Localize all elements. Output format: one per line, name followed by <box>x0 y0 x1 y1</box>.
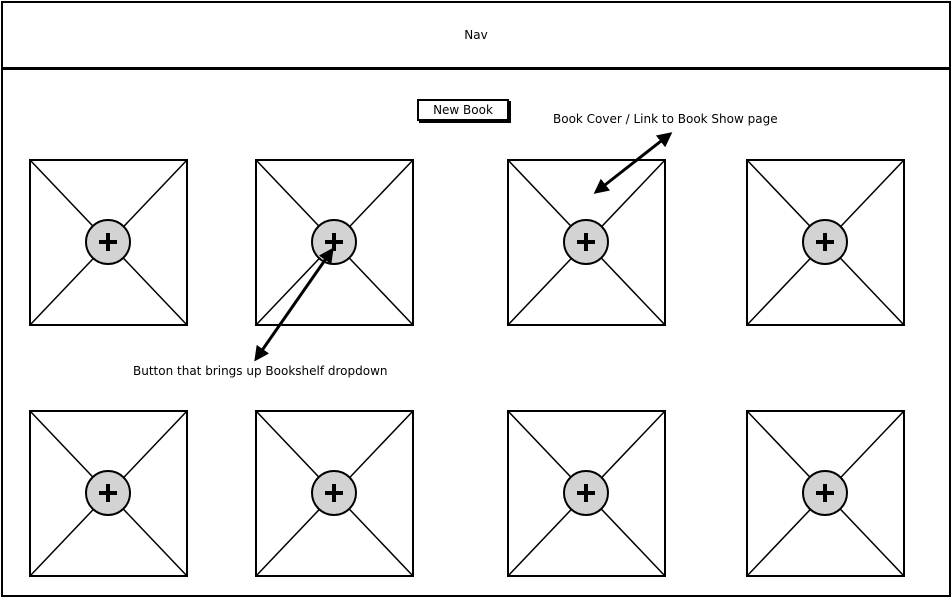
annotation-cover-link: Book Cover / Link to Book Show page <box>553 112 778 126</box>
book-cover-link[interactable] <box>746 410 905 577</box>
bookshelf-dropdown-button[interactable] <box>802 470 848 516</box>
nav-bar[interactable]: Nav <box>1 1 951 70</box>
book-cover-link[interactable] <box>255 410 414 577</box>
annotation-shelf-button: Button that brings up Bookshelf dropdown <box>133 364 388 378</box>
new-book-button[interactable]: New Book <box>417 99 509 121</box>
book-cover-link[interactable] <box>29 159 188 326</box>
bookshelf-dropdown-button[interactable] <box>85 219 131 265</box>
book-cover-link[interactable] <box>746 159 905 326</box>
nav-label: Nav <box>464 28 488 42</box>
plus-icon <box>99 233 117 251</box>
bookshelf-dropdown-button[interactable] <box>563 219 609 265</box>
book-cover-link[interactable] <box>255 159 414 326</box>
plus-icon <box>325 484 343 502</box>
bookshelf-dropdown-button[interactable] <box>563 470 609 516</box>
bookshelf-dropdown-button[interactable] <box>85 470 131 516</box>
plus-icon <box>577 233 595 251</box>
plus-icon <box>325 233 343 251</box>
book-cover-link[interactable] <box>29 410 188 577</box>
plus-icon <box>577 484 595 502</box>
plus-icon <box>99 484 117 502</box>
book-cover-link[interactable] <box>507 159 666 326</box>
bookshelf-dropdown-button[interactable] <box>311 219 357 265</box>
bookshelf-dropdown-button[interactable] <box>802 219 848 265</box>
bookshelf-dropdown-button[interactable] <box>311 470 357 516</box>
plus-icon <box>816 233 834 251</box>
plus-icon <box>816 484 834 502</box>
book-cover-link[interactable] <box>507 410 666 577</box>
